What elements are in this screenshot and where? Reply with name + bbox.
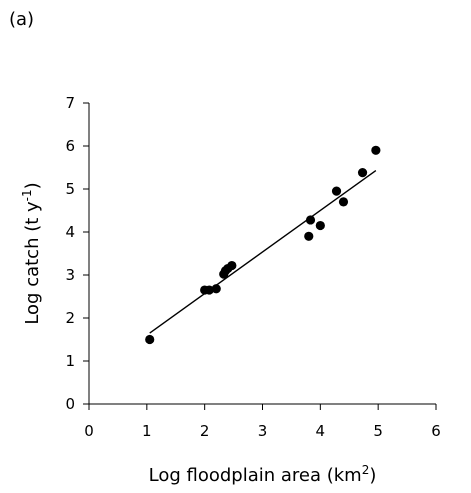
y-tick-label: 4 xyxy=(65,223,75,241)
x-tick-label: 6 xyxy=(431,422,441,440)
y-tick-label: 7 xyxy=(65,94,75,112)
data-point xyxy=(338,197,349,207)
data-point xyxy=(304,231,314,241)
x-tick-label: 4 xyxy=(316,422,326,440)
data-point xyxy=(331,186,342,196)
x-axis-title-base: Log floodplain area (km xyxy=(149,465,362,486)
data-point xyxy=(204,285,214,295)
trendline xyxy=(149,169,377,334)
panel-label: (a) xyxy=(9,9,34,30)
data-point xyxy=(357,168,368,178)
axes xyxy=(88,103,436,405)
x-tick-label: 0 xyxy=(84,422,94,440)
y-axis-title-base: Log catch (t y xyxy=(22,201,43,325)
y-axis-title: Log catch (t y-1) xyxy=(20,182,43,324)
x-axis-title: Log floodplain area (km2) xyxy=(149,463,377,486)
data-points xyxy=(145,145,381,345)
x-tick-label: 5 xyxy=(373,422,383,440)
x-axis-title-end: ) xyxy=(369,465,376,486)
x-axis-title-sup: 2 xyxy=(362,463,370,477)
x-tick-label: 1 xyxy=(142,422,152,440)
y-axis-title-sup: -1 xyxy=(20,189,34,201)
x-ticks: 0 1 2 3 4 5 6 xyxy=(84,404,441,440)
data-point xyxy=(305,215,316,225)
y-ticks: 0 1 2 3 4 5 6 7 xyxy=(65,94,89,413)
y-tick-label: 3 xyxy=(65,266,75,284)
x-tick-label: 3 xyxy=(258,422,268,440)
data-point xyxy=(211,284,221,294)
data-point xyxy=(371,145,381,155)
data-point xyxy=(227,260,237,271)
y-tick-label: 1 xyxy=(65,352,75,370)
y-tick-label: 0 xyxy=(65,395,75,413)
data-point xyxy=(145,334,155,345)
y-axis-title-end: ) xyxy=(22,182,43,189)
y-tick-label: 5 xyxy=(65,180,75,198)
x-tick-label: 2 xyxy=(200,422,210,440)
y-tick-label: 6 xyxy=(65,137,75,155)
data-point xyxy=(315,220,325,231)
y-tick-label: 2 xyxy=(65,309,75,327)
